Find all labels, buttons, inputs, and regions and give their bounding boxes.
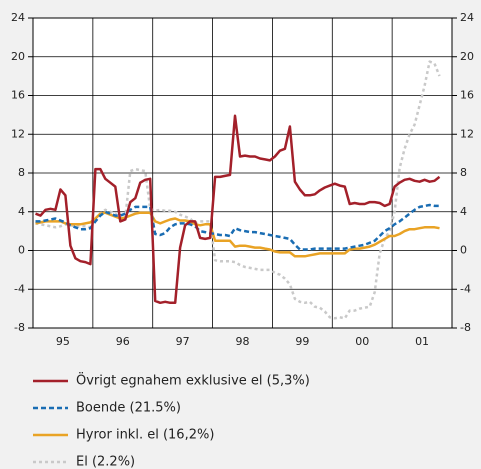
y2-tick-label: -8: [460, 321, 471, 334]
x-tick-label: 00: [355, 335, 369, 348]
series-line: [35, 114, 441, 305]
series-line: [35, 211, 440, 258]
x-tick-label: 99: [295, 335, 309, 348]
y2-tick-label: 16: [460, 89, 474, 102]
y-tick-label: 8: [18, 166, 25, 179]
x-tick-label: 97: [176, 335, 190, 348]
x-tick-label: 98: [236, 335, 250, 348]
legend-label: El (2.2%): [76, 455, 135, 469]
y-tick-label: -4: [14, 282, 25, 295]
legend-label: Boende (21.5%): [76, 401, 181, 416]
y2-tick-label: 8: [460, 166, 467, 179]
y-tick-label: 12: [11, 127, 25, 140]
legend-label: Hyror inkl. el (16,2%): [76, 428, 214, 443]
series-line: [35, 60, 441, 320]
y2-tick-label: 0: [460, 244, 467, 257]
series-line: [35, 203, 440, 251]
x-tick-label: 96: [116, 335, 130, 348]
y2-tick-label: 24: [460, 11, 474, 24]
legend-label: Övrigt egnahem exklusive el (5,3%): [76, 372, 310, 389]
y-tick-label: 16: [11, 89, 25, 102]
x-tick-label: 01: [415, 335, 429, 348]
y2-tick-label: 4: [460, 205, 467, 218]
y-tick-label: 4: [18, 205, 25, 218]
y-tick-label: -8: [14, 321, 25, 334]
y-tick-label: 20: [11, 50, 25, 63]
y-tick-label: 0: [18, 244, 25, 257]
y-tick-label: 24: [11, 11, 25, 24]
x-tick-label: 95: [56, 335, 70, 348]
y2-tick-label: 12: [460, 127, 474, 140]
y2-tick-label: -4: [460, 282, 471, 295]
y2-tick-label: 20: [460, 50, 474, 63]
